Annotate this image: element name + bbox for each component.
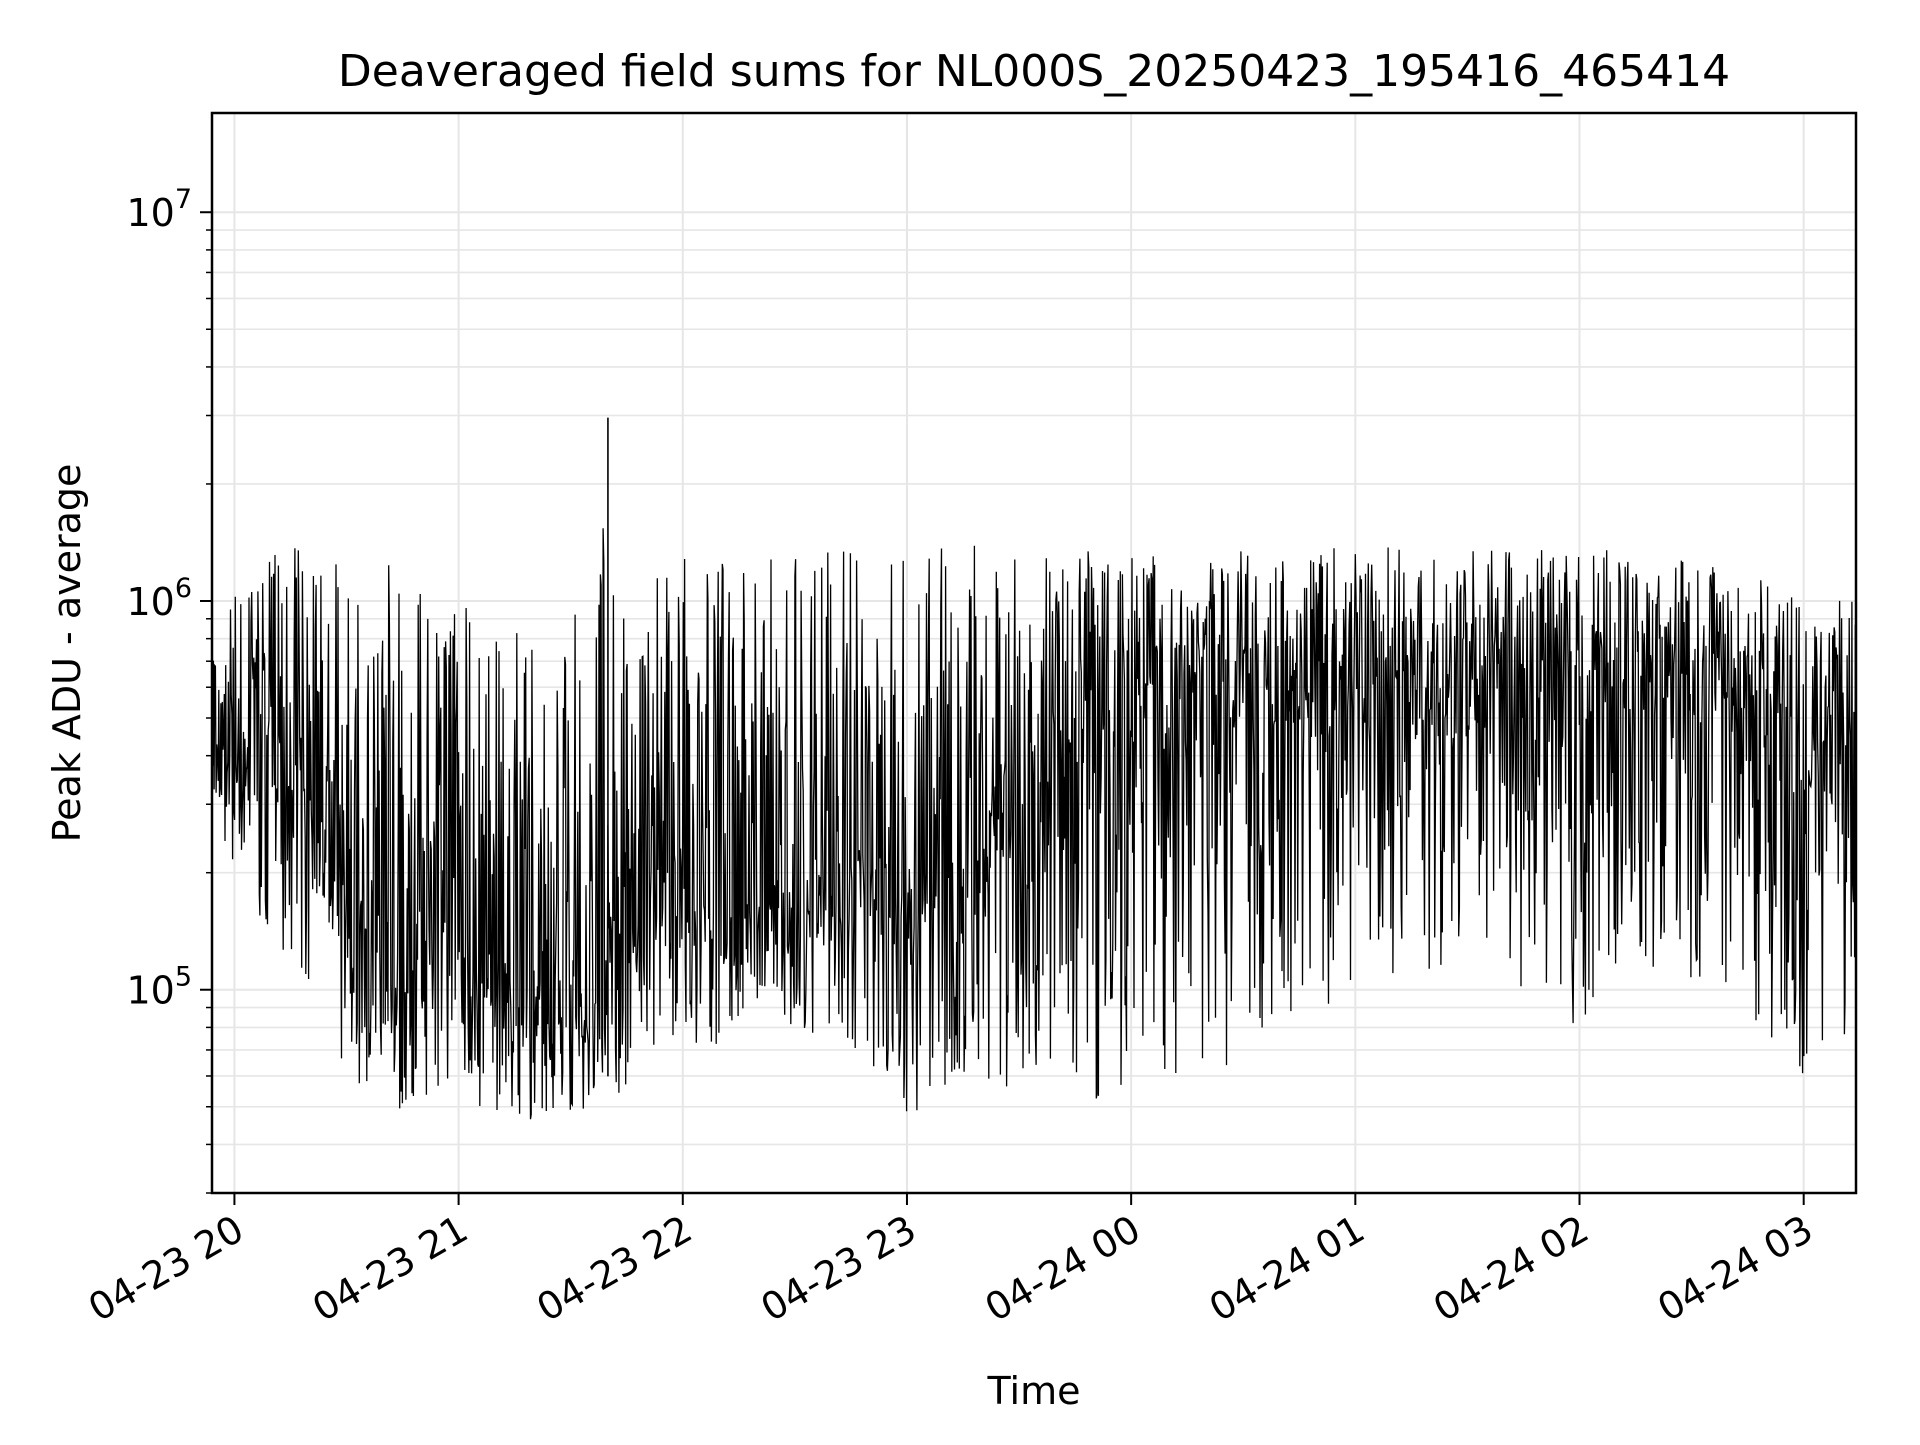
y-tick-label-exponent: 5 [175, 962, 192, 993]
x-axis-label: Time [987, 1369, 1081, 1413]
y-tick-label-base: 10 [126, 580, 174, 624]
y-tick-label: 106 [126, 573, 192, 624]
series-layer [211, 417, 1857, 1120]
y-tick-label: 107 [126, 184, 192, 235]
chart-title: Deaveraged field sums for NL000S_2025042… [338, 46, 1730, 97]
y-tick-label: 105 [126, 962, 192, 1013]
plot-area-frame [210, 111, 1858, 1195]
y-axis-label: Peak ADU - average [45, 464, 89, 843]
y-tick-label-exponent: 7 [175, 184, 192, 215]
y-tick-label-base: 10 [126, 191, 174, 235]
y-tick-label-exponent: 6 [175, 573, 192, 604]
y-tick-label-base: 10 [126, 969, 174, 1013]
series-line [211, 528, 1857, 1120]
